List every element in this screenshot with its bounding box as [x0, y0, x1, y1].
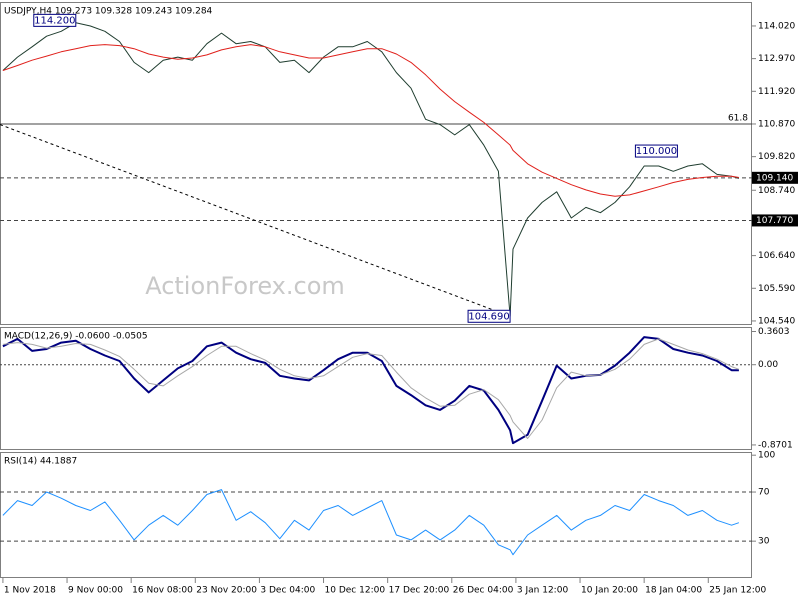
y-tick-label: 100: [758, 451, 775, 461]
panel-frame: [0, 327, 752, 450]
x-tick-label: 3 Dec 04:00: [260, 586, 315, 596]
series-line: [2, 336, 739, 445]
y-tick-label: 30: [758, 537, 770, 547]
y-tick-label: 106.640: [758, 251, 795, 261]
y-tick-label: -0.8701: [758, 440, 793, 450]
panel-title: USDJPY,H4 109.273 109.328 109.243 109.28…: [4, 7, 213, 17]
y-tick-label: 111.920: [758, 87, 795, 97]
y-tick-label: 104.540: [758, 316, 795, 326]
y-tick-label: 108.740: [758, 186, 795, 196]
level-tag-box: [752, 214, 798, 227]
x-tick-label: 17 Dec 20:00: [389, 586, 450, 596]
x-tick-label: 1 Nov 2018: [4, 586, 56, 596]
y-tick-label: 0.3603: [758, 327, 790, 337]
watermark: ActionForex.com: [145, 272, 345, 300]
level-tag: 109.140: [756, 173, 793, 183]
x-tick-label: 16 Nov 08:00: [132, 586, 193, 596]
y-tick-label: 110.870: [758, 119, 795, 129]
annotation-box: [634, 144, 678, 158]
x-tick-label: 25 Jan 12:00: [709, 586, 766, 596]
panel-frame: [0, 2, 752, 325]
series-line: [2, 489, 740, 556]
annotation-label: 110.000: [636, 146, 677, 157]
panel-frame: [0, 452, 752, 578]
x-tick-label: 23 Nov 20:00: [196, 586, 257, 596]
x-tick-label: 3 Jan 12:00: [517, 586, 569, 596]
x-tick-label: 10 Dec 12:00: [325, 586, 386, 596]
annotation-box: [33, 13, 77, 27]
x-tick-label: 18 Jan 04:00: [645, 586, 702, 596]
level-tag: 107.770: [756, 216, 793, 226]
x-tick-label: 26 Dec 04:00: [453, 586, 514, 596]
series-line: [2, 338, 740, 439]
y-tick-label: 114.020: [758, 21, 795, 31]
y-tick-label: 105.590: [758, 284, 795, 294]
x-tick-label: 10 Jan 20:00: [581, 586, 638, 596]
y-tick-label: 112.970: [758, 54, 795, 64]
panel-title: MACD(12,26,9) -0.0600 -0.0505: [4, 332, 148, 342]
panel-title: RSI(14) 44.1887: [4, 457, 77, 467]
annotation-label: 114.200: [34, 15, 75, 26]
series-line: [2, 22, 740, 317]
trend-line: [0, 124, 511, 317]
y-tick-label: 70: [758, 488, 770, 498]
y-tick-label: 109.820: [758, 152, 795, 162]
x-tick-label: 9 Nov 00:00: [68, 586, 123, 596]
y-tick-label: 0.00: [758, 360, 778, 370]
annotation-label: 104.690: [468, 311, 509, 322]
level-tag-box: [752, 171, 798, 184]
series-line: [2, 44, 739, 197]
annotation-box: [467, 309, 511, 323]
level-label: 61.8: [728, 113, 748, 123]
